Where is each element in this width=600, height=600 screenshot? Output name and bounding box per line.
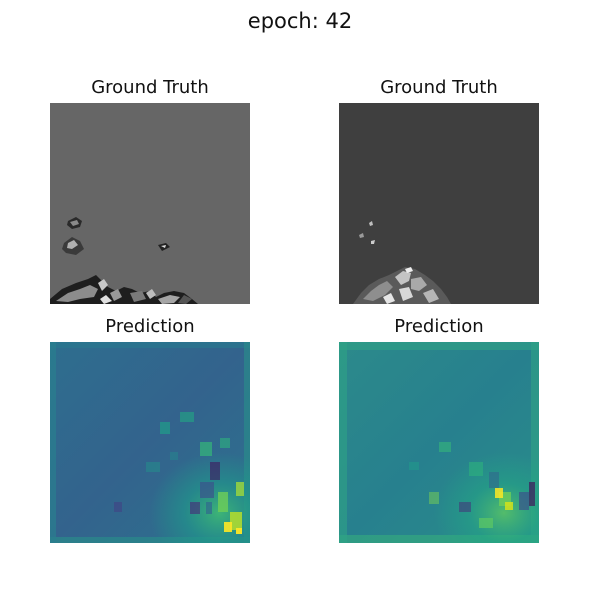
prediction-right-canvas (339, 342, 539, 543)
panel-title-ground-truth-right: Ground Truth (380, 77, 498, 98)
panel-title-prediction-left: Prediction (105, 316, 195, 337)
ground-truth-image-left (50, 103, 250, 304)
prediction-image-right (339, 342, 539, 543)
prediction-left-canvas (50, 342, 250, 543)
ground-truth-right-canvas (339, 103, 539, 304)
ground-truth-left-canvas (50, 103, 250, 304)
figure-title: epoch: 42 (247, 9, 353, 33)
ground-truth-image-right (339, 103, 539, 304)
panel-title-prediction-right: Prediction (394, 316, 484, 337)
panel-title-ground-truth-left: Ground Truth (91, 77, 209, 98)
prediction-image-left (50, 342, 250, 543)
